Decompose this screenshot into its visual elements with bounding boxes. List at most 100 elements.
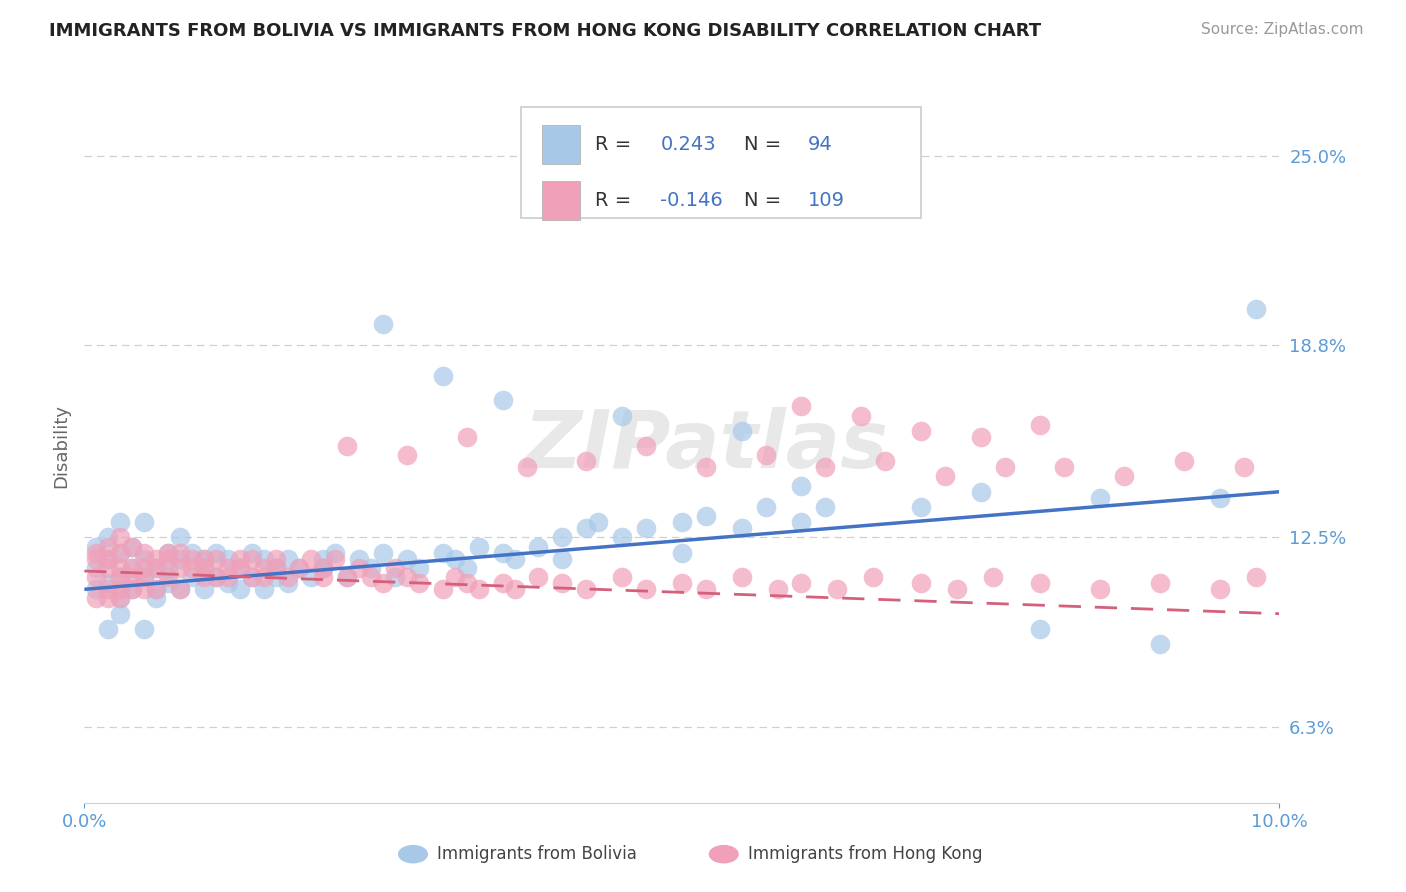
Point xyxy=(671,576,693,591)
Point xyxy=(97,591,120,606)
Point xyxy=(132,570,156,584)
Point xyxy=(396,551,419,566)
Point xyxy=(934,469,956,483)
Point xyxy=(110,570,132,584)
Point xyxy=(1029,417,1052,432)
Point xyxy=(301,570,323,584)
Point xyxy=(97,540,120,554)
Point xyxy=(766,582,789,597)
Point xyxy=(527,570,550,584)
FancyBboxPatch shape xyxy=(543,180,581,219)
Point xyxy=(910,576,932,591)
Point xyxy=(228,582,252,597)
Point xyxy=(228,561,252,575)
Point xyxy=(1209,491,1232,505)
Point xyxy=(132,561,156,575)
Point xyxy=(575,454,598,468)
Point xyxy=(264,561,287,575)
Point xyxy=(181,546,204,560)
Text: ZIPatlas: ZIPatlas xyxy=(523,407,889,485)
Point xyxy=(145,551,167,566)
Point xyxy=(145,582,167,597)
Point xyxy=(312,561,335,575)
Point xyxy=(217,570,239,584)
Point xyxy=(671,515,693,529)
Point xyxy=(444,551,467,566)
Point xyxy=(312,551,335,566)
Point xyxy=(612,409,634,423)
Point xyxy=(408,576,430,591)
Point xyxy=(456,430,478,444)
Point xyxy=(110,591,132,606)
Point xyxy=(132,582,156,597)
Point xyxy=(288,561,311,575)
Point xyxy=(456,561,478,575)
Point xyxy=(612,570,634,584)
Point xyxy=(253,561,276,575)
Point xyxy=(145,561,167,575)
Point xyxy=(193,551,215,566)
Text: -0.146: -0.146 xyxy=(661,191,723,210)
Point xyxy=(790,576,813,591)
Point xyxy=(312,570,335,584)
Point xyxy=(492,393,515,408)
Point xyxy=(994,460,1017,475)
Point xyxy=(755,500,778,514)
Point xyxy=(373,576,395,591)
Point xyxy=(814,460,837,475)
Point xyxy=(981,570,1004,584)
Text: 109: 109 xyxy=(807,191,845,210)
Point xyxy=(132,515,156,529)
Point xyxy=(551,576,574,591)
Point xyxy=(193,582,215,597)
Point xyxy=(575,521,598,535)
Point xyxy=(432,582,454,597)
Point xyxy=(336,570,359,584)
Point xyxy=(636,521,658,535)
Point xyxy=(121,540,143,554)
Point xyxy=(468,582,491,597)
Text: IMMIGRANTS FROM BOLIVIA VS IMMIGRANTS FROM HONG KONG DISABILITY CORRELATION CHAR: IMMIGRANTS FROM BOLIVIA VS IMMIGRANTS FR… xyxy=(49,22,1042,40)
Point xyxy=(325,551,347,566)
FancyBboxPatch shape xyxy=(520,107,921,218)
Circle shape xyxy=(710,846,738,863)
Point xyxy=(946,582,969,597)
Point xyxy=(228,551,252,566)
Point xyxy=(970,430,993,444)
Point xyxy=(97,551,120,566)
Point xyxy=(851,186,873,200)
Point xyxy=(396,570,419,584)
Text: Source: ZipAtlas.com: Source: ZipAtlas.com xyxy=(1201,22,1364,37)
Point xyxy=(97,551,120,566)
Point xyxy=(97,582,120,597)
Point xyxy=(228,561,252,575)
Point xyxy=(527,540,550,554)
Point xyxy=(181,570,204,584)
Point xyxy=(110,570,132,584)
Point xyxy=(790,478,813,492)
Point xyxy=(217,576,239,591)
Point xyxy=(1233,460,1256,475)
Point xyxy=(875,454,897,468)
Text: Immigrants from Hong Kong: Immigrants from Hong Kong xyxy=(748,846,983,863)
Point xyxy=(205,570,228,584)
Point xyxy=(145,561,167,575)
Point xyxy=(205,546,228,560)
Point xyxy=(86,570,108,584)
Point xyxy=(277,570,299,584)
Point xyxy=(790,515,813,529)
Point xyxy=(157,546,180,560)
Point xyxy=(301,551,323,566)
Point xyxy=(1244,301,1267,316)
Point xyxy=(157,570,180,584)
Point xyxy=(205,570,228,584)
Point xyxy=(264,551,287,566)
Point xyxy=(97,622,120,636)
Point xyxy=(1114,469,1136,483)
FancyBboxPatch shape xyxy=(543,125,581,164)
Point xyxy=(432,368,454,383)
Point xyxy=(86,546,108,560)
Point xyxy=(110,607,132,621)
Point xyxy=(503,551,526,566)
Point xyxy=(132,551,156,566)
